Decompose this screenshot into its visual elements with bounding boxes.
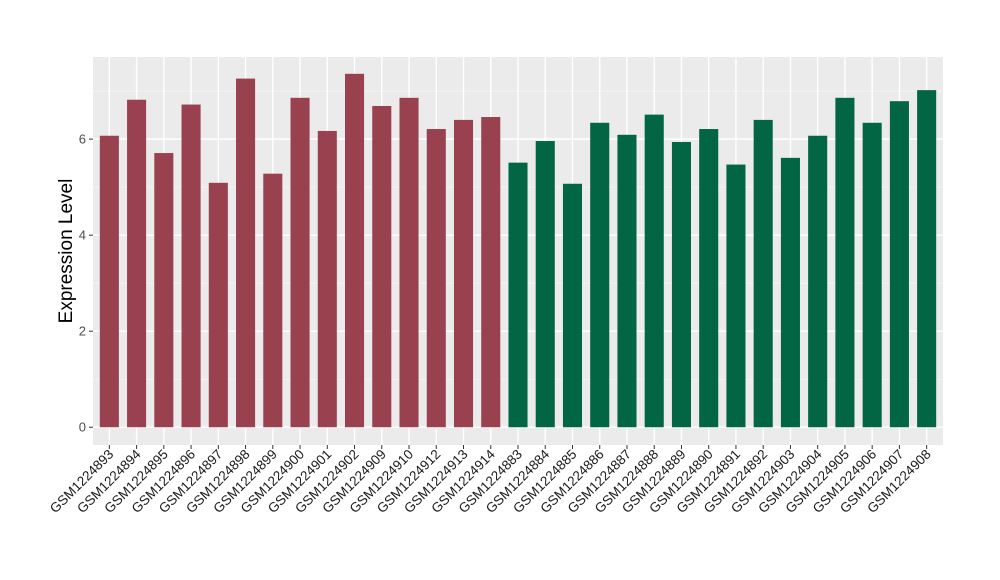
bar-GSM1224907: [889, 101, 909, 428]
bar-GSM1224888: [644, 114, 664, 428]
bar-GSM1224899: [263, 173, 283, 428]
bar-GSM1224903: [780, 157, 800, 428]
bar-GSM1224895: [154, 153, 174, 428]
bar-GSM1224898: [236, 78, 256, 428]
y-tick-label: 6: [79, 132, 86, 147]
bar-GSM1224892: [753, 119, 773, 428]
bar-GSM1224883: [508, 162, 528, 428]
bar-GSM1224904: [808, 135, 828, 428]
bar-GSM1224897: [208, 182, 228, 428]
bar-GSM1224905: [835, 97, 855, 428]
bar-GSM1224909: [372, 105, 392, 428]
bar-GSM1224913: [453, 119, 474, 428]
bar-GSM1224887: [617, 134, 637, 428]
bar-GSM1224894: [127, 99, 147, 428]
bar-GSM1224893: [99, 135, 119, 428]
bar-GSM1224900: [290, 97, 310, 428]
y-tick-label: 0: [79, 420, 86, 435]
bar-GSM1224889: [671, 141, 691, 428]
bar-GSM1224886: [590, 122, 610, 428]
bar-GSM1224884: [535, 141, 555, 428]
bar-GSM1224902: [345, 73, 365, 428]
y-axis-label: Expression Level: [56, 179, 77, 324]
bar-GSM1224885: [562, 183, 583, 428]
y-tick-label: 4: [79, 228, 86, 243]
bar-GSM1224890: [699, 129, 719, 428]
y-tick-label: 2: [79, 324, 86, 339]
bar-GSM1224896: [181, 104, 201, 428]
bar-GSM1224891: [726, 164, 746, 428]
bar-GSM1224908: [917, 90, 937, 428]
bar-GSM1224906: [862, 122, 882, 428]
bar-GSM1224914: [481, 117, 501, 428]
bar-GSM1224910: [399, 97, 419, 428]
bar-GSM1224901: [317, 130, 337, 428]
bar-GSM1224912: [426, 129, 446, 428]
